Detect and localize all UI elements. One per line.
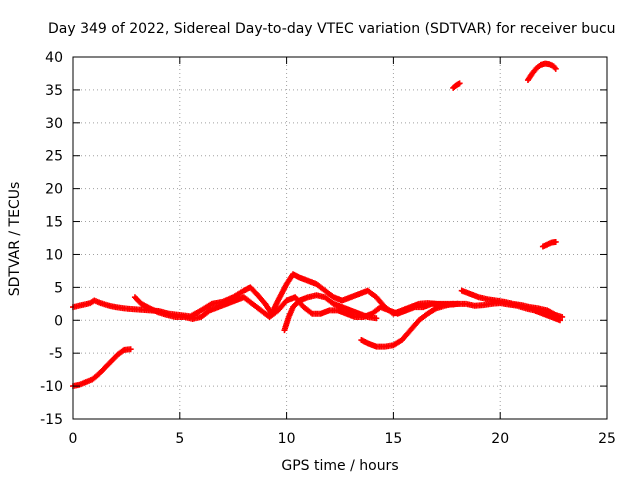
data-series-bucu-arc-3 xyxy=(131,294,461,322)
y-tick-label: 30 xyxy=(45,116,63,132)
x-axis-label: GPS time / hours xyxy=(281,458,398,474)
y-tick-label: 10 xyxy=(45,247,63,263)
grid-lines xyxy=(73,57,607,419)
axis-ticks: 0 5 10 15 20 25 -15 -10 -5 0 5 10 15 20 25 30 35 40 xyxy=(40,50,616,447)
y-tick-label: 15 xyxy=(45,215,63,231)
y-tick-label: 35 xyxy=(45,83,63,99)
data-point-marker xyxy=(552,238,559,245)
data-point-marker xyxy=(373,315,380,322)
data-series-bucu-arc-5 xyxy=(358,300,457,350)
data-series-bucu-arc-2 xyxy=(70,271,461,320)
x-tick-label: 0 xyxy=(69,431,78,447)
y-tick-label: -15 xyxy=(40,412,63,428)
y-axis-label: SDTVAR / TECUs xyxy=(7,182,23,297)
data-series-bucu-arc-10 xyxy=(539,238,559,250)
chart-title: Day 349 of 2022, Sidereal Day-to-day VTE… xyxy=(48,21,616,37)
data-series-bucu-arc-4 xyxy=(281,292,380,334)
data-series-bucu-arc-1 xyxy=(70,346,134,390)
data-point-marker xyxy=(552,65,559,72)
x-tick-label: 25 xyxy=(598,431,616,447)
y-tick-label: 0 xyxy=(54,313,63,329)
data-series-bucu-arc-7 xyxy=(454,300,564,324)
x-tick-label: 5 xyxy=(175,431,184,447)
y-tick-label: 5 xyxy=(54,280,63,296)
data-point-marker xyxy=(127,346,134,353)
y-tick-label: -10 xyxy=(40,379,63,395)
y-tick-label: -5 xyxy=(49,346,63,362)
y-tick-label: 40 xyxy=(45,50,63,66)
data-series xyxy=(70,60,566,390)
data-point-marker xyxy=(557,317,564,324)
data-point-marker xyxy=(559,313,566,320)
x-tick-label: 15 xyxy=(384,431,402,447)
x-tick-label: 20 xyxy=(491,431,509,447)
y-tick-label: 20 xyxy=(45,182,63,198)
y-tick-label: 25 xyxy=(45,149,63,165)
data-point-marker xyxy=(456,80,463,87)
data-series-bucu-arc-8 xyxy=(450,80,463,91)
data-series-bucu-arc-9 xyxy=(524,60,559,84)
plot-frame xyxy=(72,56,608,420)
x-tick-label: 10 xyxy=(278,431,296,447)
